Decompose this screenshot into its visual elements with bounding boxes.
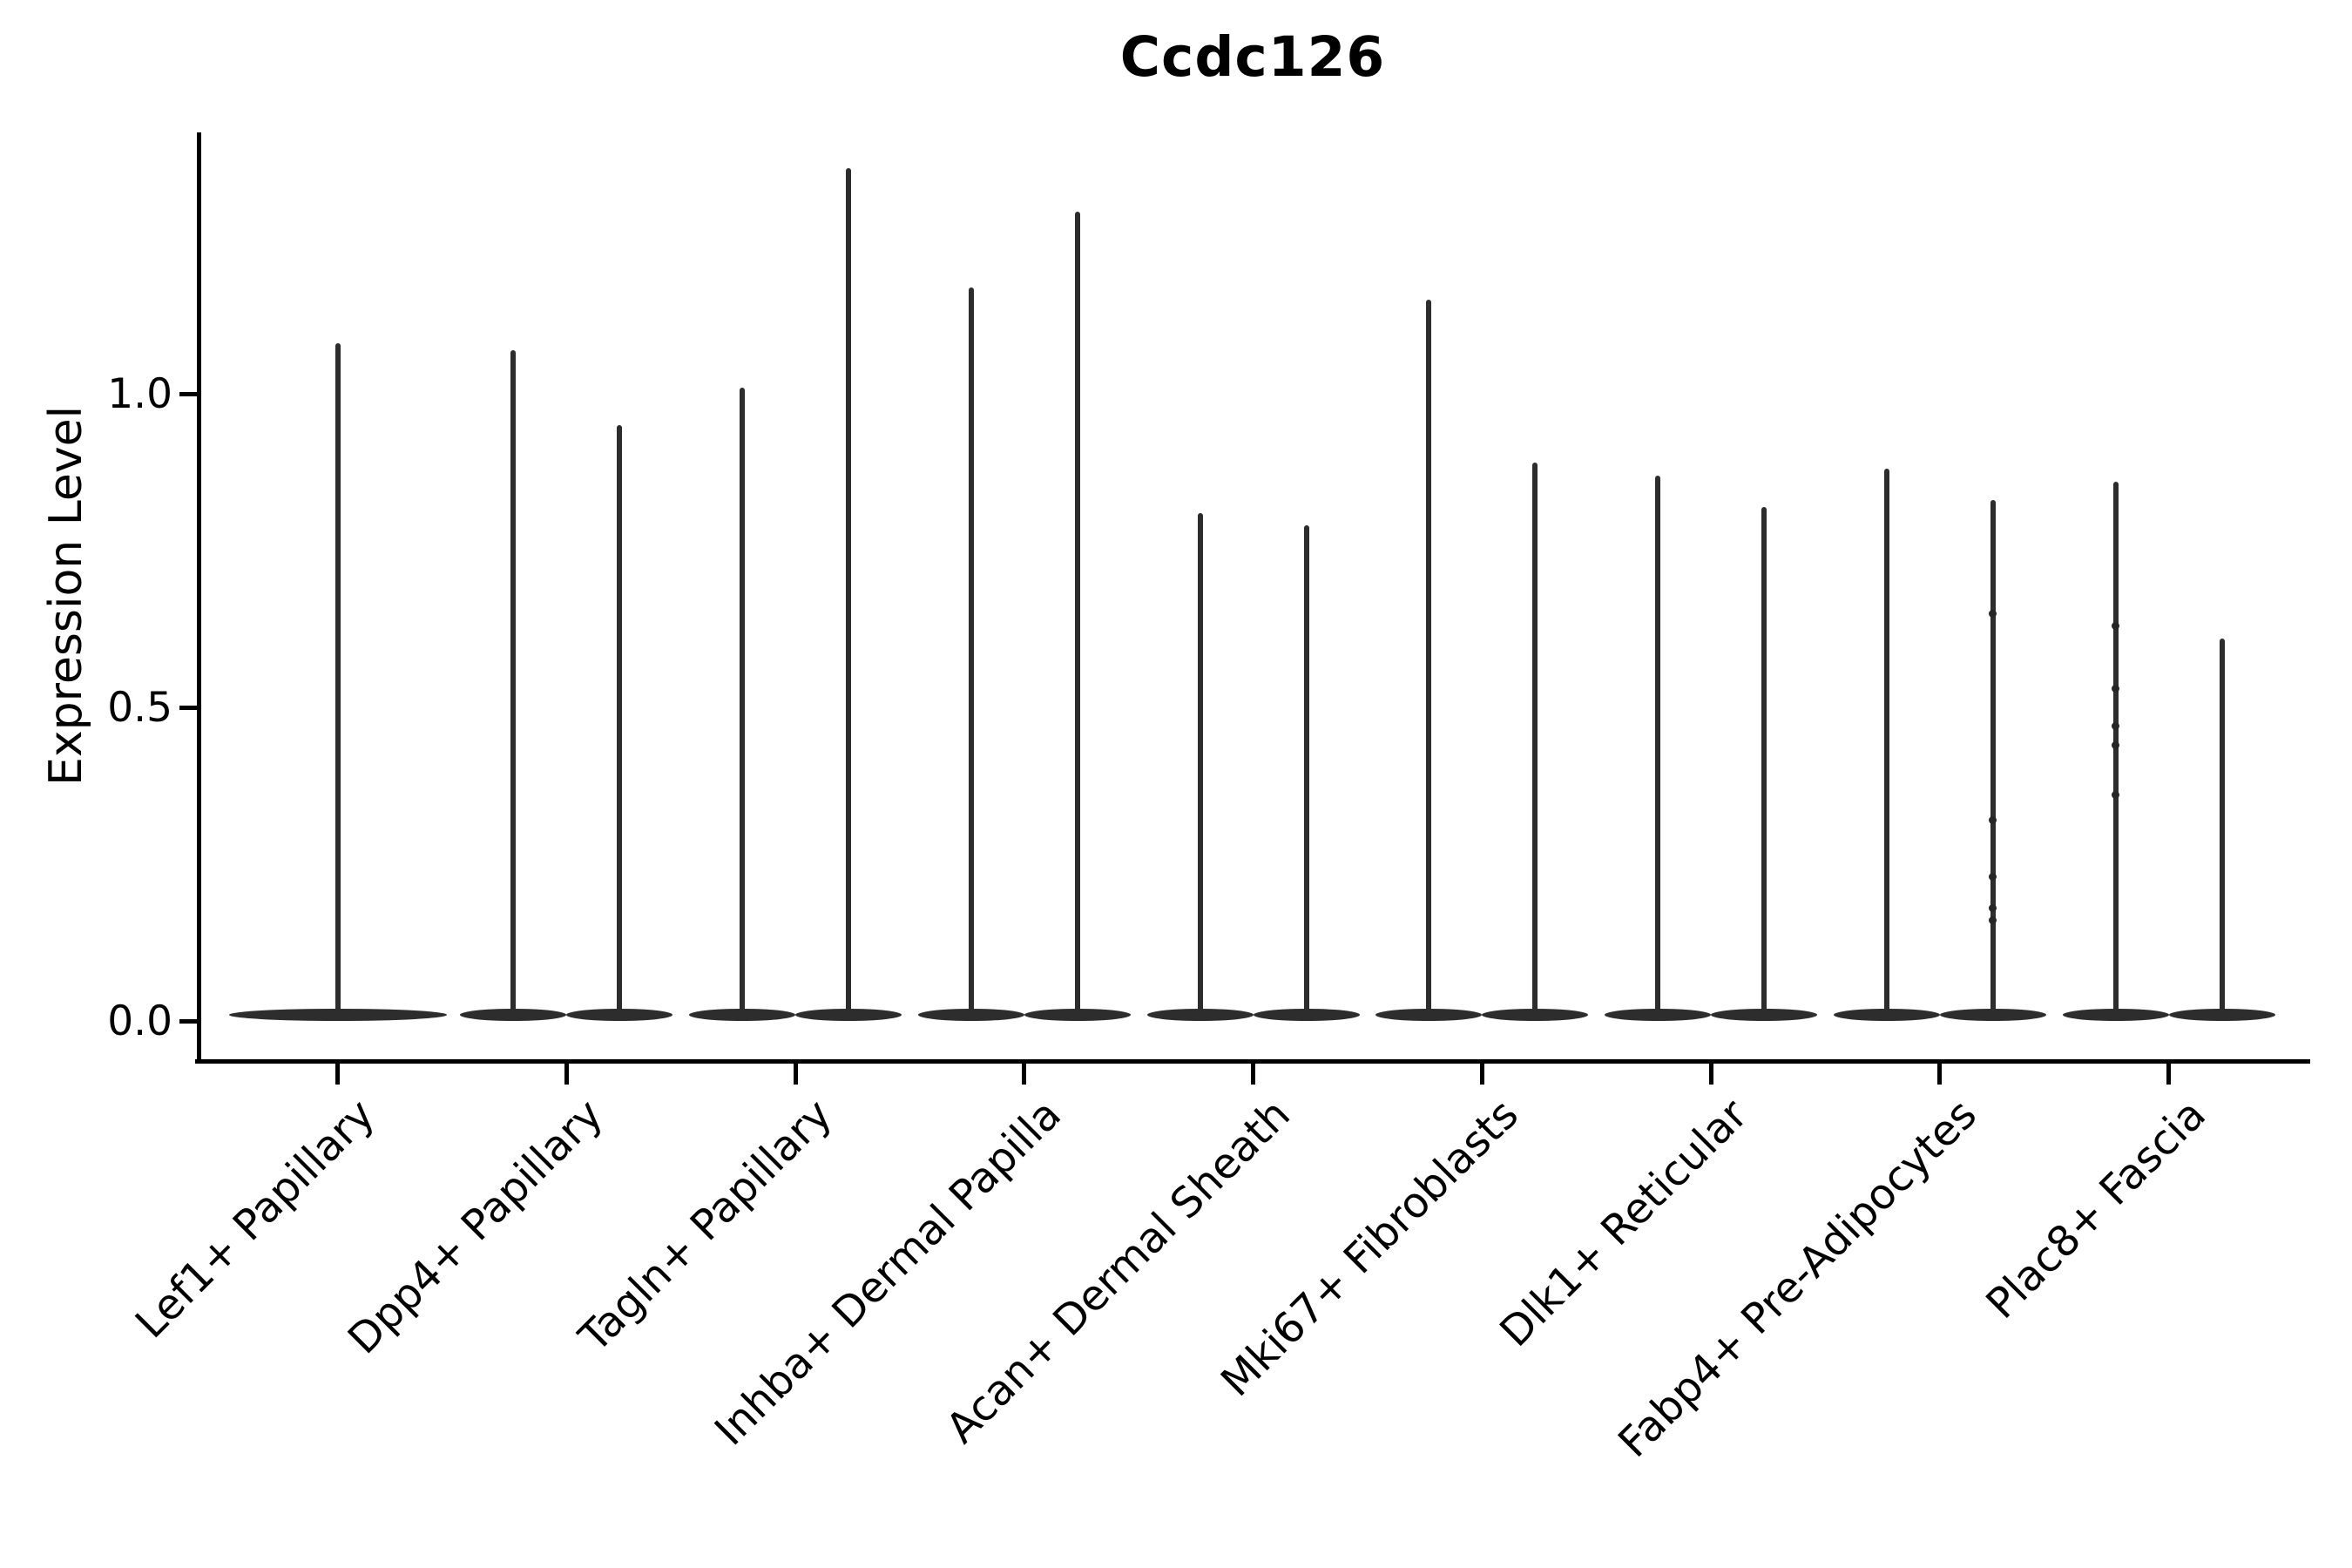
violin-spike [1990,500,1996,1018]
y-tick-mark [179,1018,197,1024]
violin-spike [2219,638,2225,1018]
violin-spike [968,287,974,1018]
x-tick-mark [793,1064,798,1085]
expression-point [2112,684,2119,693]
x-tick-mark [1251,1064,1255,1085]
violin-spike [1883,469,1889,1018]
violin-spike [510,349,517,1018]
x-axis-spine [195,1059,2310,1064]
expression-point [1989,816,1997,825]
x-tick-label: Tagln+ Papillary [570,1090,841,1362]
y-tick-mark [179,391,197,396]
x-tick-label: Acan+ Dermal Sheath [936,1090,1300,1453]
y-tick-mark [179,705,197,710]
x-tick-label: Plac8+ Fascia [1976,1090,2215,1328]
violin-spike [846,167,851,1018]
x-tick-mark [2166,1064,2171,1085]
y-axis-spine [197,132,201,1064]
x-tick-label: Dpp4+ Papillary [339,1090,613,1364]
y-axis-label: Expression Level [40,405,92,787]
x-tick-mark [1022,1064,1027,1085]
y-tick-label: 1.0 [107,369,172,418]
violin-spike [1655,475,1660,1018]
violin-spike [335,343,341,1018]
x-tick-label: Dlk1+ Reticular [1490,1090,1757,1356]
violin-spike [1074,212,1080,1018]
expression-point [1989,872,1997,881]
x-tick-label: Mki67+ Fibroblasts [1212,1090,1529,1407]
x-tick-label: Inhba+ Dermal Papilla [705,1090,1071,1456]
expression-point [1989,916,1997,925]
violin-spike [1303,525,1309,1018]
x-tick-mark [564,1064,569,1085]
violin-spike [1761,506,1767,1018]
y-tick-label: 0.5 [107,683,172,732]
violin-spike [617,425,623,1018]
x-tick-mark [1479,1064,1484,1085]
x-tick-mark [1937,1064,1943,1085]
expression-point [2112,722,2119,731]
expression-point [2112,791,2119,800]
plot-title: Ccdc126 [1119,25,1386,89]
violin-spike [2112,481,2119,1018]
violin-spike [1197,512,1203,1018]
expression-point [2112,621,2119,630]
violin-spike [740,387,745,1018]
x-tick-mark [335,1064,340,1085]
violin-spike [1426,300,1432,1018]
x-tick-label: Fabp4+ Pre-Adipocytes [1608,1090,1986,1467]
expression-point [1989,903,1997,912]
expression-point [1989,609,1997,618]
x-tick-mark [1708,1064,1713,1085]
y-tick-label: 0.0 [107,997,172,1045]
violin-spike [1532,463,1538,1018]
expression-point [2112,740,2119,749]
